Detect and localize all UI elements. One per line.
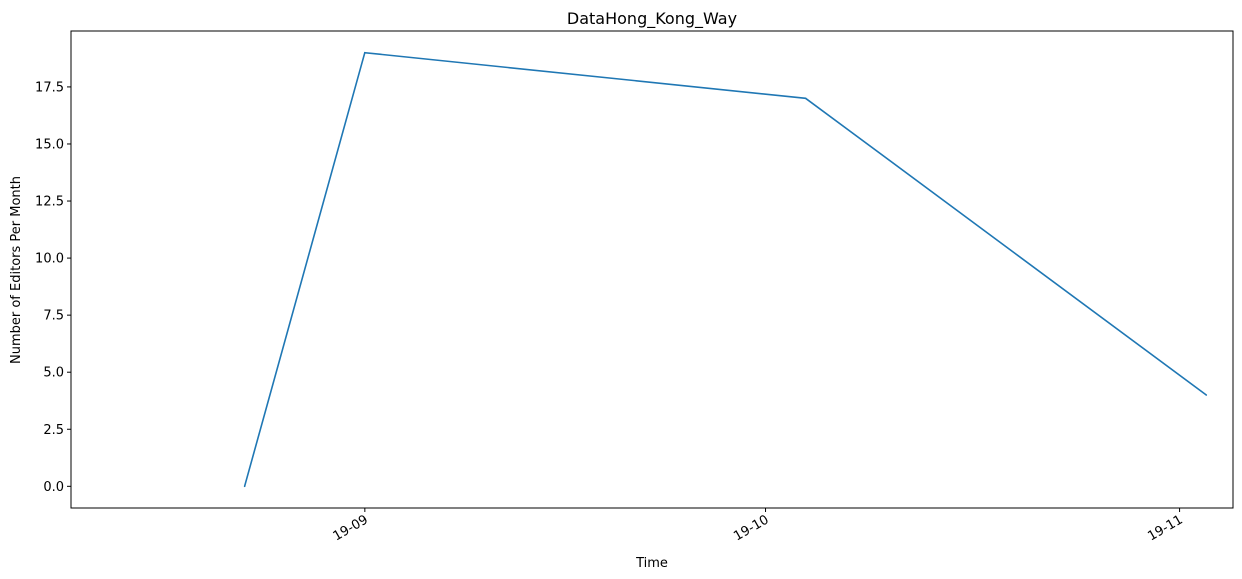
data-point [364,51,366,54]
x-axis-ticks: 19-09 19-10 19-11 [331,508,1186,544]
x-axis-label: Time [635,556,668,571]
y-tick-label: 12.5 [35,195,64,210]
x-tick-label: 19-11 [1145,512,1185,544]
chart-title: DataHong_Kong_Way [567,9,737,29]
data-point [1205,394,1208,396]
y-axis-label: Number of Editors Per Month [9,176,24,364]
data-point [243,485,246,488]
y-tick-label: 15.0 [35,137,64,152]
plot-area [70,30,1234,509]
y-tick-label: 2.5 [43,423,64,438]
x-tick-label: 19-10 [731,512,771,544]
y-axis-ticks: 0.0 2.5 5.0 7.5 10.0 12.5 15.0 17.5 [35,80,71,495]
series-group [243,51,1208,488]
y-tick-label: 5.0 [43,366,64,381]
x-tick-label: 19-09 [331,512,371,544]
y-tick-label: 17.5 [35,80,64,95]
data-point [804,97,807,100]
y-tick-label: 10.0 [35,252,64,267]
series-line [243,51,1207,487]
y-tick-label: 0.0 [43,480,64,495]
y-tick-label: 7.5 [43,309,64,324]
